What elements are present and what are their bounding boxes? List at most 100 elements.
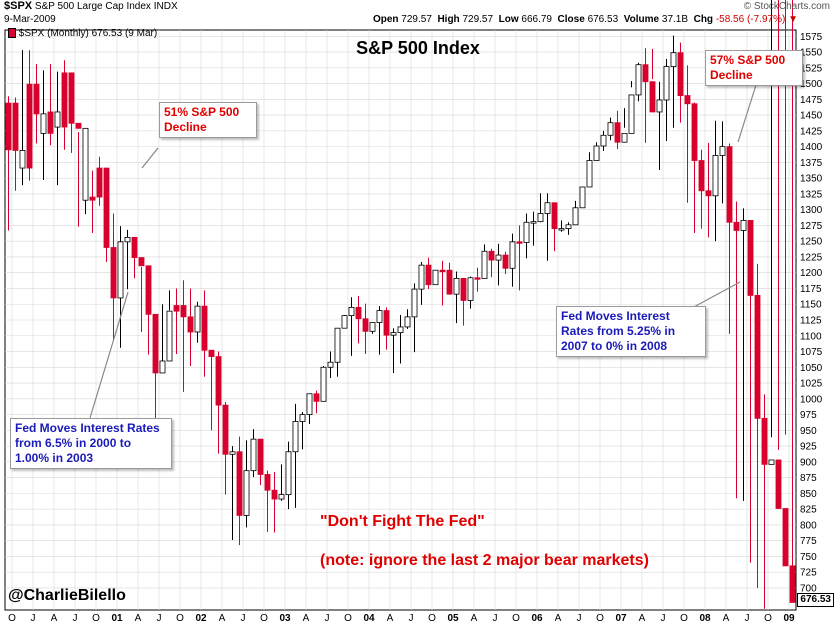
candle-body <box>5 102 12 151</box>
x-tick-label: J <box>157 613 162 624</box>
candle-body <box>285 451 292 496</box>
x-tick-label: O <box>428 613 436 624</box>
candle-body <box>243 470 250 516</box>
y-tick-label: 1050 <box>800 363 823 374</box>
candle-body <box>313 393 320 402</box>
candle-body <box>495 254 502 261</box>
x-tick-label: 05 <box>447 613 459 624</box>
candle-body <box>509 241 516 269</box>
date-line: 9-Mar-2009 <box>4 14 836 26</box>
x-tick-label: A <box>219 613 226 624</box>
x-tick-label: A <box>639 613 646 624</box>
candle-body <box>376 310 383 323</box>
candle-body <box>355 306 362 320</box>
x-tick-label: 02 <box>195 613 207 624</box>
candle-body <box>719 146 726 156</box>
x-tick-label: J <box>31 613 36 624</box>
open-value: 729.57 <box>401 14 432 25</box>
y-tick-label: 1275 <box>800 221 823 232</box>
candle-body <box>40 113 47 134</box>
x-tick-label: J <box>73 613 78 624</box>
candle-body <box>194 305 201 333</box>
pointer-decline-2000 <box>141 147 159 169</box>
candle-body <box>761 417 768 465</box>
candle-body <box>411 288 418 318</box>
author-handle: @CharlieBilello <box>8 587 126 604</box>
candle-body <box>82 127 89 201</box>
y-tick-label: 825 <box>800 505 817 516</box>
candle-body <box>530 221 537 224</box>
y-tick-label: 1375 <box>800 158 823 169</box>
chg-label: Chg <box>693 14 714 25</box>
candle-body <box>229 451 236 455</box>
y-tick-label: 1000 <box>800 394 823 405</box>
index-name: S&P 500 Large Cap Index <box>34 1 151 12</box>
high-value: 729.57 <box>462 14 494 25</box>
candle-body <box>460 277 467 301</box>
candle-body <box>404 316 411 328</box>
date: 9-Mar-2009 <box>4 14 56 25</box>
candle-body <box>474 277 481 280</box>
chart-legend: $SPX (Monthly) 676.53 (9 Mar) <box>8 28 836 40</box>
candle-body <box>705 190 712 197</box>
y-tick-label: 1225 <box>800 252 823 263</box>
x-tick-label: A <box>303 613 310 624</box>
candle-body <box>54 111 61 128</box>
candle-body <box>334 327 341 363</box>
y-tick-label: 1100 <box>800 331 822 342</box>
x-tick-label: O <box>92 613 100 624</box>
y-tick-label: 700 <box>800 583 817 594</box>
x-tick-label: 06 <box>531 613 543 624</box>
candle-body <box>75 122 82 129</box>
candle-body <box>628 94 635 134</box>
x-tick-label: J <box>241 613 246 624</box>
candle-body <box>642 64 649 83</box>
candle-body <box>488 250 495 261</box>
candle-body <box>635 64 642 96</box>
y-tick-label: 1425 <box>800 126 823 137</box>
slogan: "Don't Fight The Fed" <box>320 513 485 530</box>
candle-body <box>586 160 593 188</box>
candle-body <box>145 265 152 315</box>
candle-body <box>12 102 19 151</box>
candle-body <box>138 257 145 267</box>
candle-body <box>565 224 572 229</box>
candle-body <box>341 315 348 329</box>
candle-body <box>740 219 747 231</box>
symbol-line: $SPX S&P 500 Large Cap Index INDX <box>4 0 836 13</box>
candle-body <box>383 310 390 336</box>
x-tick-label: A <box>51 613 58 624</box>
y-tick-label: 750 <box>800 552 817 563</box>
y-tick-label: 1150 <box>800 300 822 311</box>
candle-body <box>306 393 313 415</box>
candle-body <box>271 489 278 500</box>
candle-body <box>348 306 355 316</box>
candle-body <box>453 277 460 295</box>
candle-body <box>257 438 264 475</box>
candle-body <box>670 52 677 67</box>
y-tick-label: 1500 <box>800 79 823 90</box>
candle-body <box>593 145 600 161</box>
candle-body <box>481 250 488 279</box>
candle-body <box>187 316 194 333</box>
candle-body <box>236 451 243 516</box>
x-tick-label: A <box>471 613 478 624</box>
y-tick-label: 875 <box>800 473 817 484</box>
y-tick-label: 775 <box>800 536 817 547</box>
candle-body <box>768 459 775 465</box>
candle-body <box>89 196 96 201</box>
x-tick-label: J <box>745 613 750 624</box>
y-tick-label: 1525 <box>800 63 823 74</box>
x-tick-label: 04 <box>363 613 375 624</box>
x-tick-label: 01 <box>111 613 123 624</box>
x-tick-label: J <box>409 613 414 624</box>
x-tick-label: J <box>325 613 330 624</box>
x-tick-label: 08 <box>699 613 711 624</box>
candle-body <box>369 322 376 332</box>
x-tick-label: O <box>344 613 352 624</box>
x-tick-label: 07 <box>615 613 627 624</box>
candle-body <box>537 213 544 223</box>
candle-body <box>159 360 166 374</box>
x-tick-label: A <box>723 613 730 624</box>
candle-body <box>684 95 691 105</box>
